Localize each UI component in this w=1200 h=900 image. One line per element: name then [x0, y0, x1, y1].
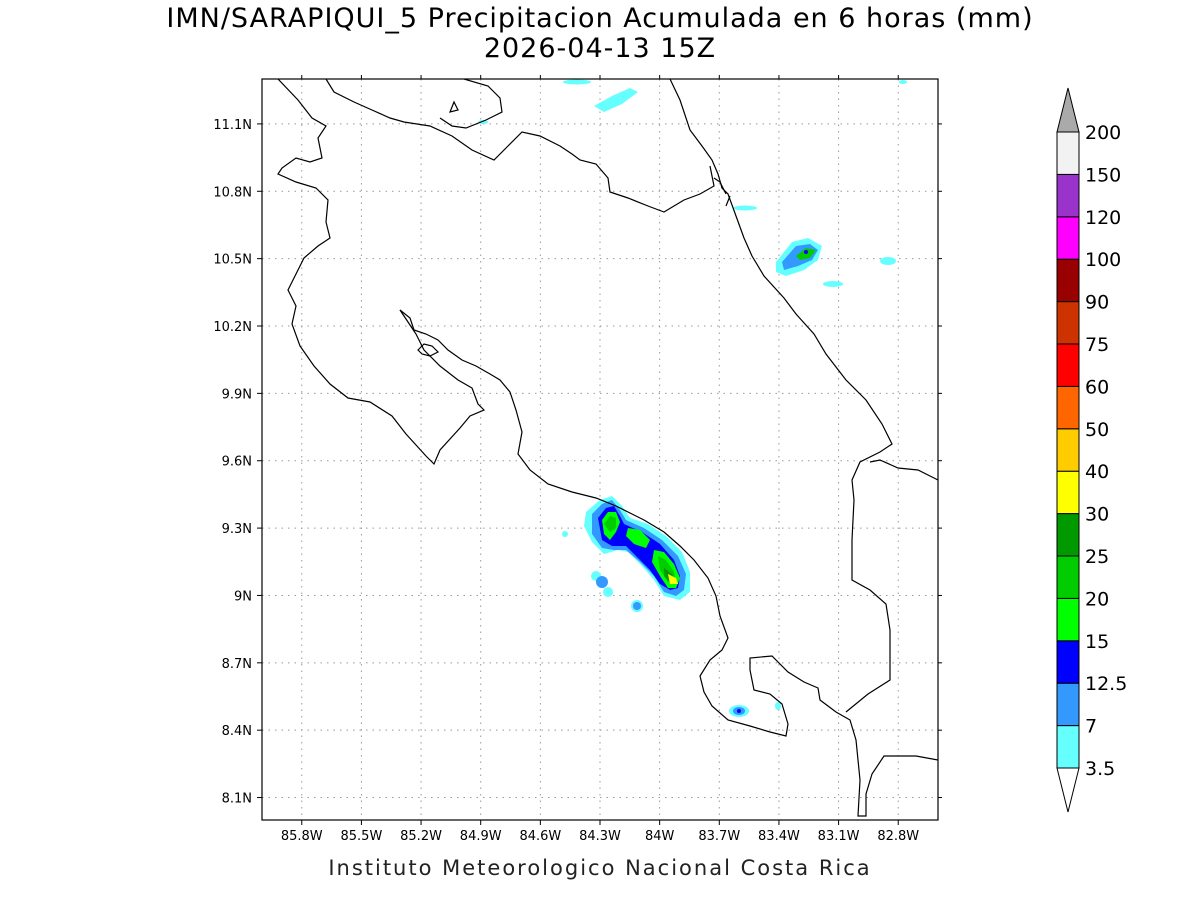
colorbar-level-label: 75	[1085, 334, 1109, 356]
y-tick-label: 10.8N	[213, 185, 252, 200]
precip-contour-15b	[626, 528, 650, 548]
colorbar-level-label: 3.5	[1085, 758, 1115, 780]
colorbar-level-label: 120	[1085, 207, 1121, 229]
x-tick-label: 84.9W	[460, 829, 502, 844]
colorbar-level-label: 100	[1085, 249, 1121, 271]
colorbar: 3.5 7 12.5 15 20 25 30 40 50 60 75 90 100 120 150 200	[1056, 87, 1127, 813]
y-tick-label: 8.1N	[222, 792, 252, 807]
colorbar-swatch	[1056, 640, 1080, 684]
x-tick-label: 85.5W	[341, 829, 383, 844]
colorbar-level-label: 50	[1085, 419, 1109, 441]
y-tick-label: 10.2N	[213, 320, 252, 335]
colorbar-over-arrow	[1056, 87, 1080, 133]
precipitation-field	[478, 79, 907, 717]
y-tick-label: 11.1N	[213, 118, 252, 133]
x-tick-label: 84W	[645, 829, 675, 844]
colorbar-level-label: 150	[1085, 164, 1121, 186]
colorbar-swatch	[1056, 470, 1080, 515]
x-tick-label: 85.8W	[281, 829, 323, 844]
colorbar-level-label: 30	[1085, 504, 1109, 526]
colorbar-level-label: 200	[1085, 122, 1121, 144]
colorbar-swatch	[1056, 216, 1080, 260]
y-tick-label: 9.6N	[222, 455, 252, 470]
precip-contour-20	[604, 516, 616, 532]
x-tick-label: 84.6W	[519, 829, 561, 844]
colorbar-under-arrow	[1056, 767, 1080, 813]
y-tick-label: 9.3N	[222, 522, 252, 537]
colorbar-swatch	[1056, 301, 1080, 345]
x-tick-label: 82.8W	[877, 829, 919, 844]
map-valid-time: 2026-04-13 15Z	[483, 33, 717, 64]
colorbar-swatch	[1056, 682, 1080, 727]
colorbar-swatch	[1056, 513, 1080, 557]
colorbar-level-label: 90	[1085, 292, 1109, 314]
colorbar-swatch	[1056, 173, 1080, 218]
colorbar-swatch	[1056, 725, 1080, 769]
colorbar-swatch	[1056, 428, 1080, 472]
colorbar-swatch	[1056, 597, 1080, 642]
credit-text: Instituto Meteorologico Nacional Costa R…	[328, 856, 872, 880]
precip-core	[668, 574, 678, 584]
colorbar-swatch	[1056, 343, 1080, 387]
colorbar-level-label: 12.5	[1085, 673, 1127, 695]
colorbar-level-label: 60	[1085, 376, 1109, 398]
y-tick-label: 9N	[234, 589, 252, 604]
colorbar-level-label: 25	[1085, 546, 1109, 568]
colorbar-swatch	[1056, 258, 1080, 303]
x-tick-label: 83.7W	[698, 829, 740, 844]
y-tick-label: 8.7N	[222, 657, 252, 672]
map-title: IMN/SARAPIQUI_5 Precipitacion Acumulada …	[166, 3, 1034, 34]
x-tick-label: 85.2W	[400, 829, 442, 844]
x-tick-label: 83.4W	[758, 829, 800, 844]
colorbar-level-label: 7	[1085, 716, 1097, 738]
graticule	[262, 79, 938, 820]
colorbar-level-label: 20	[1085, 588, 1109, 610]
map-axes: 85.8W 85.5W 85.2W 84.9W 84.6W 84.3W 84W 83.7W 83…	[213, 75, 942, 844]
coastline	[277, 79, 938, 817]
y-tick-label: 9.9N	[222, 387, 252, 402]
y-tick-label: 8.4N	[222, 724, 252, 739]
colorbar-level-label: 15	[1085, 631, 1109, 653]
colorbar-swatch	[1056, 131, 1080, 175]
colorbar-swatch	[1056, 555, 1080, 599]
colorbar-level-label: 40	[1085, 461, 1109, 483]
x-tick-label: 83.1W	[818, 829, 860, 844]
x-tick-label: 84.3W	[579, 829, 621, 844]
colorbar-swatch	[1056, 385, 1080, 430]
y-tick-label: 10.5N	[213, 253, 252, 268]
